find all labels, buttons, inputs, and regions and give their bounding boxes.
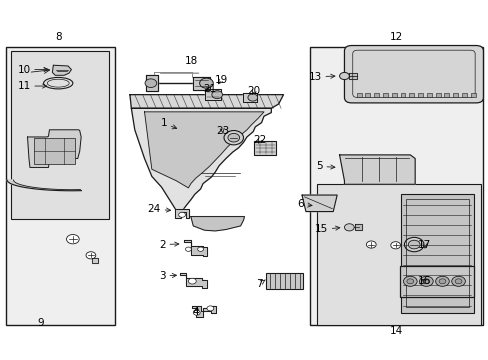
Text: 21: 21	[203, 84, 216, 94]
Polygon shape	[92, 258, 98, 263]
Bar	[382, 93, 387, 97]
Circle shape	[206, 306, 213, 311]
Text: 7: 7	[255, 279, 264, 289]
Circle shape	[390, 242, 400, 249]
Text: 13: 13	[308, 72, 334, 82]
Circle shape	[178, 212, 185, 217]
Bar	[406, 199, 468, 307]
Bar	[316, 184, 480, 325]
Bar	[266, 273, 303, 289]
Bar	[426, 93, 431, 97]
Circle shape	[403, 276, 416, 286]
Circle shape	[66, 234, 79, 244]
Bar	[435, 93, 440, 97]
Text: 8: 8	[55, 32, 61, 41]
Circle shape	[188, 278, 196, 284]
Circle shape	[197, 247, 203, 251]
Text: 6: 6	[297, 199, 311, 210]
Bar	[417, 93, 422, 97]
Text: 19: 19	[214, 75, 227, 85]
Polygon shape	[183, 240, 206, 256]
Bar	[310, 47, 483, 325]
Text: 23: 23	[216, 126, 229, 135]
Bar	[452, 93, 457, 97]
Circle shape	[185, 247, 191, 251]
Circle shape	[145, 79, 157, 87]
Circle shape	[404, 237, 423, 252]
Text: 5: 5	[316, 161, 334, 171]
Polygon shape	[192, 77, 210, 90]
Polygon shape	[175, 210, 188, 219]
Circle shape	[435, 276, 448, 286]
Text: 10: 10	[18, 64, 48, 75]
Bar	[461, 93, 466, 97]
Bar	[356, 93, 361, 97]
Circle shape	[211, 91, 222, 99]
Circle shape	[407, 240, 419, 249]
Bar	[34, 138, 75, 164]
Circle shape	[86, 252, 96, 259]
Polygon shape	[144, 112, 264, 188]
Polygon shape	[354, 225, 361, 230]
Polygon shape	[243, 93, 256, 102]
Circle shape	[344, 224, 353, 231]
Polygon shape	[27, 130, 81, 167]
Polygon shape	[348, 73, 356, 79]
Bar	[470, 93, 475, 97]
Bar	[254, 141, 276, 155]
Text: 15: 15	[314, 225, 339, 234]
Polygon shape	[302, 195, 336, 212]
Polygon shape	[146, 75, 158, 91]
Bar	[365, 93, 369, 97]
Bar	[399, 266, 473, 297]
Text: 1: 1	[161, 118, 176, 129]
Text: 12: 12	[389, 32, 403, 41]
Circle shape	[227, 134, 239, 142]
Circle shape	[193, 310, 200, 315]
Polygon shape	[339, 155, 414, 184]
Polygon shape	[130, 95, 283, 108]
Bar	[400, 194, 473, 313]
Bar	[391, 93, 396, 97]
Bar	[400, 93, 405, 97]
Circle shape	[199, 78, 213, 88]
Circle shape	[406, 279, 413, 284]
Text: 22: 22	[253, 135, 266, 145]
Text: 4: 4	[192, 307, 199, 317]
Polygon shape	[190, 217, 244, 231]
Text: 20: 20	[247, 86, 260, 96]
Text: 18: 18	[185, 56, 198, 66]
Circle shape	[454, 279, 461, 284]
Bar	[444, 93, 448, 97]
Polygon shape	[180, 273, 206, 288]
Circle shape	[451, 276, 465, 286]
Circle shape	[224, 131, 243, 145]
Text: 9: 9	[37, 319, 44, 328]
Polygon shape	[131, 108, 271, 217]
Circle shape	[339, 72, 348, 80]
Circle shape	[438, 279, 445, 284]
Text: 24: 24	[147, 204, 170, 215]
Bar	[5, 47, 115, 325]
Text: 3: 3	[159, 271, 176, 281]
Text: 14: 14	[389, 326, 403, 336]
Text: 2: 2	[159, 239, 179, 249]
Text: 17: 17	[417, 239, 430, 249]
Polygon shape	[205, 89, 221, 100]
Polygon shape	[7, 180, 81, 191]
Bar	[373, 93, 378, 97]
Text: 16: 16	[417, 276, 430, 286]
Bar	[11, 51, 109, 220]
Circle shape	[247, 94, 257, 101]
FancyBboxPatch shape	[344, 45, 483, 103]
Circle shape	[422, 279, 429, 284]
Text: 11: 11	[18, 81, 47, 91]
Circle shape	[419, 276, 432, 286]
Circle shape	[366, 241, 375, 248]
Bar	[408, 93, 413, 97]
Polygon shape	[191, 306, 216, 317]
Polygon shape	[52, 65, 71, 75]
